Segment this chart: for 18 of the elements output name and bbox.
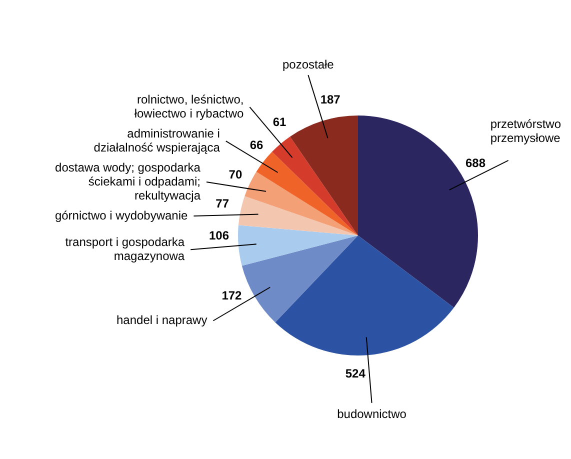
data-label: 61 [272, 114, 287, 129]
slice-label: budownictwo [337, 407, 407, 422]
data-label: 70 [228, 168, 242, 182]
data-label: 77 [216, 196, 230, 211]
slice-label: rolnictwo, leśnictwo, łowiectwo i rybactwo [134, 92, 244, 120]
data-label: 688 [465, 156, 486, 170]
data-label: 106 [208, 228, 230, 243]
data-label: 172 [222, 288, 242, 303]
slice-label: dostawa wody; gospodarka ściekami i odpadami; rekultywacja [55, 160, 201, 202]
slice-label: transport i gospodarka magazynowa [65, 235, 185, 263]
data-label: 66 [250, 138, 264, 152]
slice-label: administrowanie i działalność wspierająca [94, 126, 220, 154]
data-label: 187 [320, 92, 341, 106]
data-label: 524 [345, 366, 366, 381]
slice-label: przetwórstwo przemysłowe [490, 116, 562, 145]
slice-label: pozostałe [282, 57, 334, 72]
slice-label: górnictwo i wydobywanie [54, 208, 188, 222]
slice-label: handel i naprawy [116, 313, 208, 328]
